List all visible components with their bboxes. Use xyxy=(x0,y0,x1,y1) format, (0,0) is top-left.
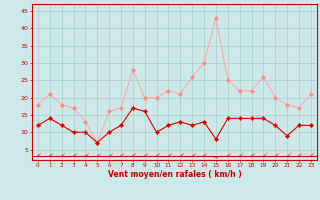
Text: ↓: ↓ xyxy=(82,152,89,159)
Text: ↓: ↓ xyxy=(272,152,279,159)
Text: ↓: ↓ xyxy=(141,152,148,159)
Text: ↓: ↓ xyxy=(213,154,219,158)
Text: ↓: ↓ xyxy=(46,152,53,159)
Text: ↓: ↓ xyxy=(248,152,255,159)
Text: ↓: ↓ xyxy=(201,152,207,159)
Text: ↓: ↓ xyxy=(153,152,160,159)
Text: ↓: ↓ xyxy=(189,152,196,159)
Text: ↓: ↓ xyxy=(236,152,243,159)
Text: ↓: ↓ xyxy=(70,152,77,159)
X-axis label: Vent moyen/en rafales ( km/h ): Vent moyen/en rafales ( km/h ) xyxy=(108,170,241,179)
Text: ↓: ↓ xyxy=(260,152,267,159)
Text: ↓: ↓ xyxy=(35,152,41,159)
Text: ↓: ↓ xyxy=(94,152,101,159)
Text: ↓: ↓ xyxy=(224,152,231,159)
Text: ↓: ↓ xyxy=(177,152,184,159)
Text: ↓: ↓ xyxy=(308,152,314,159)
Text: ↓: ↓ xyxy=(284,152,291,159)
Text: ↓: ↓ xyxy=(58,152,65,159)
Text: ↓: ↓ xyxy=(106,152,113,159)
Text: ↓: ↓ xyxy=(130,152,136,159)
Text: ↓: ↓ xyxy=(165,152,172,159)
Text: ↓: ↓ xyxy=(296,152,302,159)
Text: ↓: ↓ xyxy=(117,152,124,159)
